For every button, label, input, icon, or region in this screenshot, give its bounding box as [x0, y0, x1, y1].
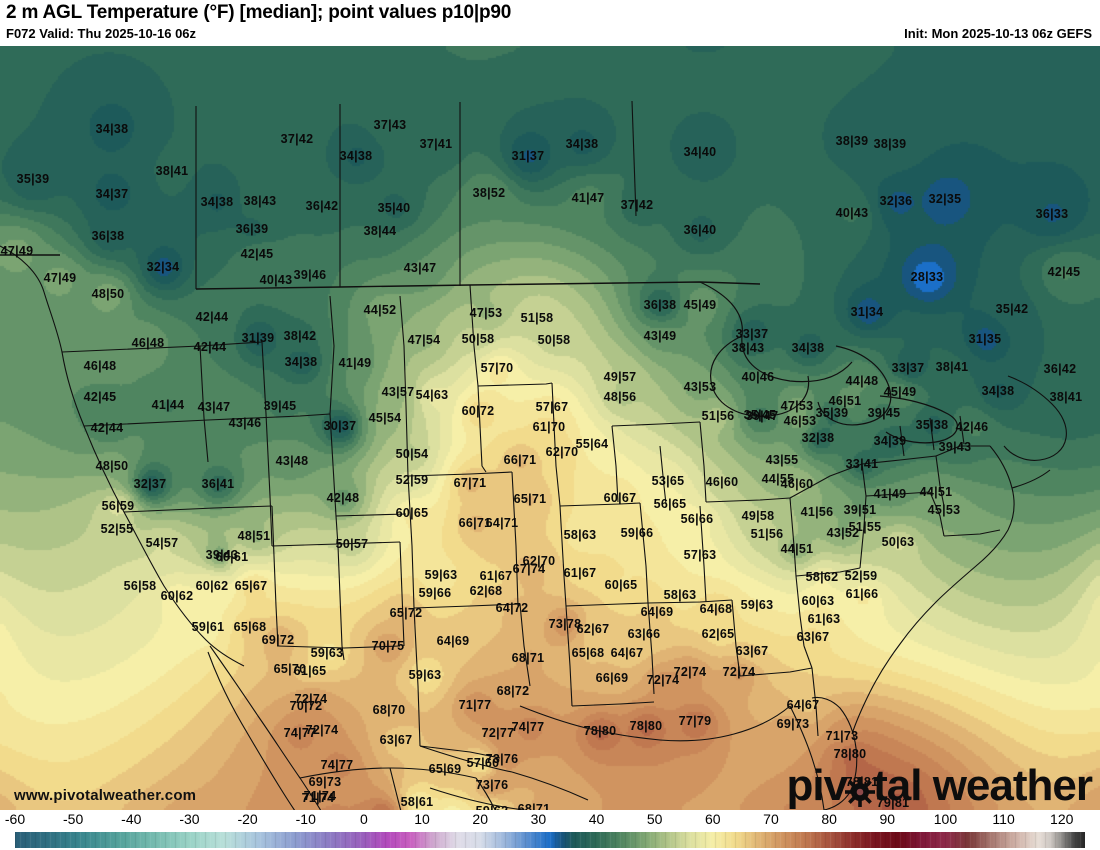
- colorbar-tick: 120: [1050, 811, 1074, 827]
- temperature-field-canvas: [0, 46, 1100, 810]
- map-viewport[interactable]: 34|38 35|39 38|41 34|37 34|38 38|43 36|39 36|38…: [0, 46, 1100, 810]
- colorbar-tick: 90: [879, 811, 896, 827]
- colorbar-tick: -10: [295, 811, 316, 827]
- colorbar-tick: 110: [992, 811, 1015, 827]
- colorbar-tick: 40: [588, 811, 605, 827]
- colorbar-gradient: [15, 832, 1085, 848]
- colorbar-tick-labels: -60 -50 -40 -30 -20 -10 0 10 20 30 40 50 60 70 80 90 100…: [0, 810, 1100, 832]
- colorbar[interactable]: -60 -50 -40 -30 -20 -10 0 10 20 30 40 50 60 70 80 90 100…: [0, 810, 1100, 850]
- colorbar-tick: 100: [933, 811, 958, 827]
- map-header: 2 m AGL Temperature (°F) [median]; point…: [0, 0, 1100, 46]
- logo-text-part1: piv: [786, 761, 849, 810]
- colorbar-tick: 50: [646, 811, 663, 827]
- colorbar-tick: 70: [763, 811, 779, 827]
- colorbar-tick: -20: [237, 811, 258, 827]
- colorbar-tick: 60: [705, 811, 721, 827]
- colorbar-tick: 10: [414, 811, 430, 827]
- colorbar-tick: -50: [63, 811, 84, 827]
- page-title: 2 m AGL Temperature (°F) [median]; point…: [6, 2, 512, 23]
- colorbar-tick: 20: [472, 811, 488, 827]
- colorbar-tick: 30: [530, 811, 547, 827]
- colorbar-tick: -30: [179, 811, 200, 827]
- pivotal-weather-logo: piv: [786, 761, 1093, 810]
- gear-icon: [845, 771, 876, 807]
- colorbar-tick: -60: [4, 811, 26, 827]
- site-url-watermark: www.pivotalweather.com: [14, 787, 197, 804]
- logo-text-part2: tal weather: [873, 761, 1093, 810]
- init-time-label: Init: Mon 2025-10-13 06z GEFS: [904, 26, 1092, 41]
- colorbar-tick: 0: [360, 811, 368, 827]
- valid-time-label: F072 Valid: Thu 2025-10-16 06z: [6, 26, 197, 41]
- colorbar-tick: -40: [121, 811, 142, 827]
- colorbar-tick: 80: [821, 811, 837, 827]
